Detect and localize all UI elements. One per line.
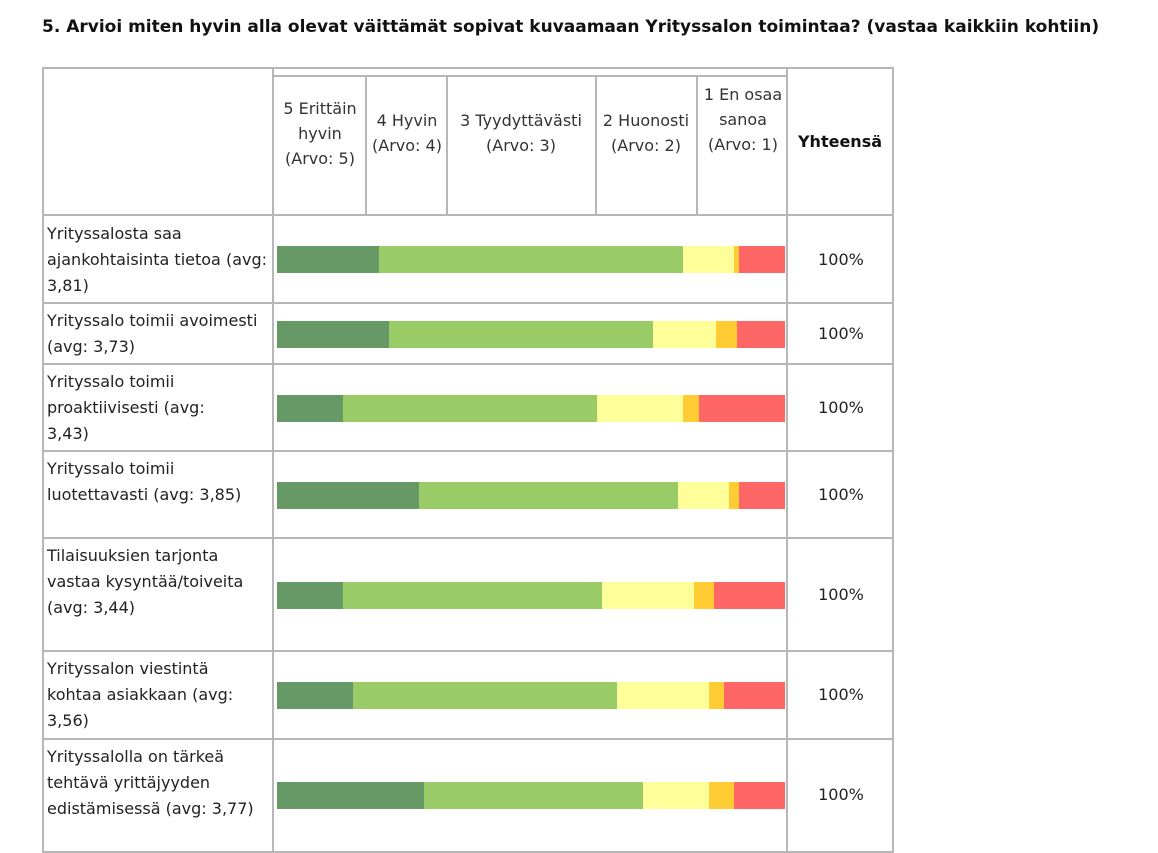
erittain-hyvin-segment: [277, 782, 425, 809]
hyvin-segment: [424, 782, 643, 809]
header-subgrid: [595, 75, 597, 214]
row-label: Yrityssalolla on tärkeä tehtävä yrittäjy…: [47, 747, 254, 818]
hyvin-segment: [353, 682, 618, 709]
header-subgrid: [365, 75, 367, 214]
row-label: Yrityssalo toimii luotettavasti (avg: 3,…: [47, 459, 242, 504]
row-total: 100%: [818, 324, 864, 343]
erittain-hyvin-segment: [277, 321, 389, 348]
stacked-bar: [277, 395, 785, 422]
erittain-hyvin-segment: [277, 682, 354, 709]
stacked-bar: [277, 321, 785, 348]
results-table: [42, 67, 894, 853]
hyvin-segment: [378, 246, 684, 273]
column-header-5: 5 Erittäin hyvin (Arvo: 5): [283, 99, 357, 168]
huonosti-segment: [683, 395, 699, 422]
row-total: 100%: [818, 685, 864, 704]
row-label: Tilaisuuksien tarjonta vastaa kysyntää/t…: [47, 546, 244, 617]
huonosti-segment: [734, 246, 740, 273]
tyydyttavasti-segment: [642, 782, 709, 809]
stacked-bar: [277, 246, 785, 273]
grid-divider: [42, 738, 894, 740]
header-subgrid: [446, 75, 448, 214]
hyvin-segment: [343, 395, 598, 422]
total-column-header: Yhteensä: [797, 132, 883, 151]
tyydyttavasti-segment: [617, 682, 709, 709]
column-header-4: 4 Hyvin (Arvo: 4): [372, 111, 442, 155]
header-subgrid: [696, 75, 698, 214]
column-header-1: 1 En osaa sanoa (Arvo: 1): [703, 85, 783, 154]
stacked-bar: [277, 682, 785, 709]
row-total: 100%: [818, 250, 864, 269]
erittain-hyvin-segment: [277, 395, 344, 422]
column-header-3: 3 Tyydyttävästi (Arvo: 3): [460, 111, 582, 155]
row-label: Yrityssalo toimii proaktiivisesti (avg: …: [47, 372, 205, 443]
en-osaa-sanoa-segment: [739, 246, 785, 273]
en-osaa-sanoa-segment: [713, 582, 785, 609]
question-title: 5. Arvioi miten hyvin alla olevat väittä…: [42, 17, 1100, 37]
en-osaa-sanoa-segment: [739, 482, 785, 509]
grid-divider: [42, 214, 894, 216]
grid-divider: [42, 363, 894, 365]
grid-divider: [42, 450, 894, 452]
stacked-bar: [277, 582, 785, 609]
grid-divider: [272, 67, 274, 853]
tyydyttavasti-segment: [652, 321, 717, 348]
header-subgrid: [274, 75, 786, 77]
erittain-hyvin-segment: [277, 482, 420, 509]
hyvin-segment: [343, 582, 603, 609]
row-label: Yrityssalon viestintä kohtaa asiakkaan (…: [47, 659, 234, 730]
row-total: 100%: [818, 785, 864, 804]
en-osaa-sanoa-segment: [736, 321, 785, 348]
huonosti-segment: [716, 321, 737, 348]
row-total: 100%: [818, 585, 864, 604]
row-total: 100%: [818, 485, 864, 504]
tyydyttavasti-segment: [597, 395, 684, 422]
row-label: Yrityssalo toimii avoimesti (avg: 3,73): [47, 311, 258, 356]
tyydyttavasti-segment: [683, 246, 735, 273]
stacked-bar: [277, 782, 785, 809]
column-header-2: 2 Huonosti (Arvo: 2): [602, 111, 690, 155]
hyvin-segment: [419, 482, 679, 509]
hyvin-segment: [388, 321, 653, 348]
huonosti-segment: [708, 782, 735, 809]
grid-divider: [42, 537, 894, 539]
en-osaa-sanoa-segment: [724, 682, 785, 709]
grid-divider: [42, 650, 894, 652]
erittain-hyvin-segment: [277, 582, 344, 609]
erittain-hyvin-segment: [277, 246, 379, 273]
en-osaa-sanoa-segment: [698, 395, 785, 422]
en-osaa-sanoa-segment: [734, 782, 785, 809]
grid-divider: [786, 67, 788, 853]
row-total: 100%: [818, 398, 864, 417]
stacked-bar: [277, 482, 785, 509]
grid-divider: [42, 302, 894, 304]
tyydyttavasti-segment: [678, 482, 730, 509]
huonosti-segment: [708, 682, 725, 709]
row-label: Yrityssalosta saa ajankohtaisinta tietoa…: [47, 224, 268, 295]
huonosti-segment: [729, 482, 740, 509]
huonosti-segment: [693, 582, 714, 609]
tyydyttavasti-segment: [602, 582, 694, 609]
